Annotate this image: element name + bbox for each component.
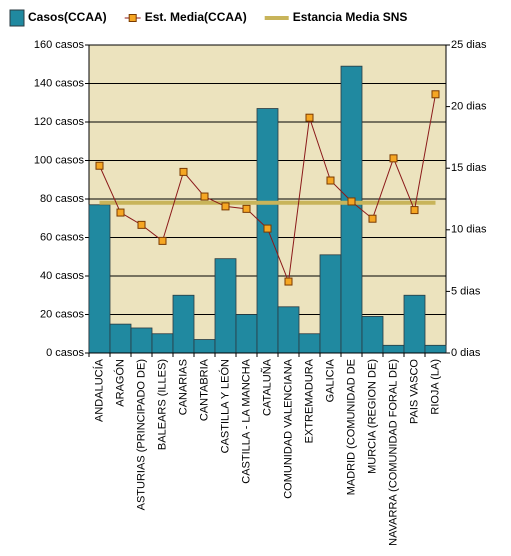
bar <box>319 254 342 354</box>
marker <box>116 208 125 217</box>
x-tick-label: ARAGÓN <box>113 359 126 407</box>
legend: Casos(CCAA) Est. Media(CCAA) Estancia Medi… <box>9 9 408 27</box>
legend-label: Estancia Media SNS <box>293 10 408 24</box>
legend-label: Est. Media(CCAA) <box>145 10 247 24</box>
bar <box>214 258 237 354</box>
bar <box>403 294 426 354</box>
x-tick-label: RIOJA (LA) <box>429 359 441 415</box>
x-tick-label: CASTILLA - LA MANCHA <box>240 358 252 483</box>
x-tick-label: MURCIA (REGION DE) <box>366 359 378 474</box>
bar <box>298 333 321 354</box>
bar <box>424 344 447 354</box>
marker <box>389 154 398 163</box>
legend-swatch <box>9 9 25 27</box>
x-tick-label: ANDALUCÍA <box>92 358 105 422</box>
marker <box>200 192 209 201</box>
y2-tick-label: 25 dias <box>451 39 487 51</box>
marker <box>158 236 167 245</box>
x-tick-label: PAIS VASCO <box>408 359 420 424</box>
marker <box>368 214 377 223</box>
marker <box>305 113 314 122</box>
bar <box>151 333 174 354</box>
y2-tick-label: 15 dias <box>451 162 487 174</box>
y2-tick-label: 10 dias <box>451 224 487 236</box>
bar <box>277 306 300 354</box>
x-tick-label: MADRID (COMUNIDAD DE <box>345 359 357 495</box>
marker <box>347 197 356 206</box>
legend-label: Casos(CCAA) <box>28 10 107 24</box>
marker <box>242 204 251 213</box>
marker <box>263 224 272 233</box>
y-tick-label: 0 casos <box>46 347 84 359</box>
marker <box>137 220 146 229</box>
marker <box>431 90 440 99</box>
x-tick-label: CASTILLA Y LEÓN <box>218 359 231 453</box>
bar <box>235 314 258 354</box>
y-tick-label: 60 casos <box>40 231 85 243</box>
marker <box>179 167 188 176</box>
marker <box>284 277 293 286</box>
y2-tick-label: 20 dias <box>451 101 487 113</box>
marker <box>95 161 104 170</box>
x-tick-label: EXTREMADURA <box>303 358 315 443</box>
x-tick-label: COMUNIDAD VALENCIANA <box>282 358 294 498</box>
marker <box>221 202 230 211</box>
bar <box>172 294 195 354</box>
y-tick-label: 140 casos <box>34 77 85 89</box>
x-tick-label: CANARIAS <box>177 359 189 415</box>
y-tick-label: 40 casos <box>40 270 85 282</box>
y-tick-label: 20 casos <box>40 308 85 320</box>
y2-tick-label: 5 dias <box>451 285 481 297</box>
x-tick-label: ASTURIAS (PRINCIPADO DE) <box>135 359 147 510</box>
y-tick-label: 100 casos <box>34 154 85 166</box>
bar <box>361 316 384 354</box>
x-tick-label: BALEARS (ILLES) <box>156 359 168 450</box>
x-tick-label: NAVARRA (COMUNIDAD FORAL DE) <box>387 359 399 546</box>
x-tick-label: CATALUÑA <box>260 358 273 416</box>
bar <box>88 204 111 354</box>
y-tick-label: 160 casos <box>34 39 85 51</box>
y-tick-label: 80 casos <box>40 193 85 205</box>
bar <box>193 339 216 354</box>
bar <box>130 327 153 354</box>
bar <box>109 323 132 354</box>
marker <box>410 206 419 215</box>
legend-swatch <box>128 14 137 22</box>
marker <box>326 176 335 185</box>
y-tick-label: 120 casos <box>34 116 85 128</box>
bar <box>382 344 405 354</box>
x-tick-label: CANTABRIA <box>198 358 210 421</box>
x-tick-label: GALICIA <box>324 358 336 402</box>
y2-tick-label: 0 dias <box>451 347 481 359</box>
bar <box>340 65 363 354</box>
